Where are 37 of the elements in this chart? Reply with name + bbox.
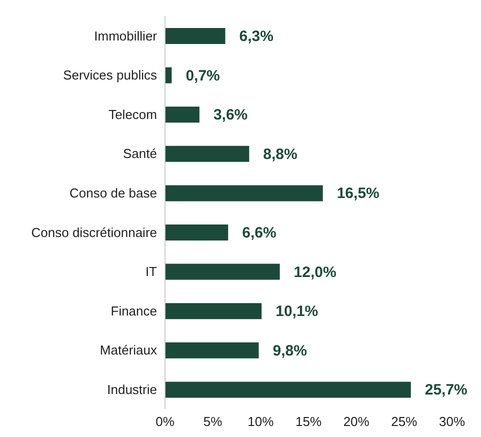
bar [165, 382, 411, 398]
bar [165, 264, 280, 280]
data-label: 8,8% [263, 146, 298, 163]
data-label: 10,1% [276, 303, 318, 320]
bar [165, 67, 172, 84]
data-label: 3,6% [213, 106, 248, 124]
bar [165, 224, 228, 240]
bar [165, 28, 226, 44]
x-tick-label: 30% [438, 414, 466, 430]
y-tick-label: IT [145, 264, 158, 280]
data-label: 12,0% [294, 264, 336, 281]
y-tick-label: Industrie [107, 382, 157, 397]
bar [165, 303, 262, 320]
y-tick-label: Telecom [108, 106, 157, 122]
bar [165, 146, 250, 162]
x-tick-label: 5% [203, 414, 223, 430]
y-tick-label: Conso de base [70, 185, 157, 200]
bar [165, 185, 323, 202]
bar [165, 342, 259, 358]
y-tick-label: Finance [110, 303, 157, 318]
x-tick-label: 25% [391, 414, 418, 430]
data-label: 6,3% [239, 28, 274, 45]
y-tick-label: Conso discrétionnaire [31, 224, 157, 240]
data-label: 16,5% [336, 185, 380, 202]
x-tick-label: 0% [156, 414, 175, 430]
x-tick-label: 10% [248, 414, 274, 430]
bar [165, 106, 200, 123]
x-tick-label: 15% [295, 414, 322, 430]
data-label: 0,7% [186, 67, 220, 84]
y-tick-label: Matériaux [100, 342, 158, 358]
y-tick-label: Services publics [63, 68, 158, 83]
y-tick-label: Santé [123, 146, 157, 162]
y-tick-label: Immobillier [94, 28, 158, 44]
data-label: 25,7% [424, 382, 468, 399]
data-label: 9,8% [272, 342, 307, 360]
x-tick-label: 20% [343, 414, 370, 430]
data-label: 6,6% [242, 224, 276, 242]
